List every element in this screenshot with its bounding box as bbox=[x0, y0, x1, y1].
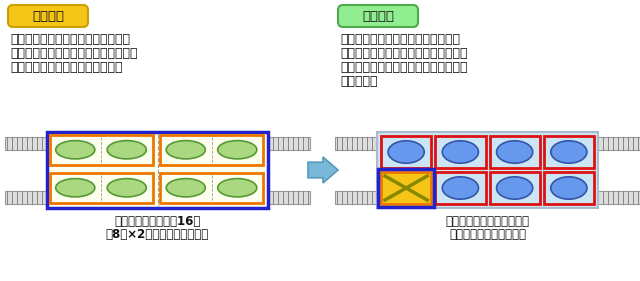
Text: すればよい: すればよい bbox=[340, 75, 378, 88]
Bar bbox=[490, 172, 540, 204]
Bar bbox=[49, 173, 152, 203]
Text: 現行車両: 現行車両 bbox=[32, 10, 64, 22]
Text: 砂石のみを作業後に交換: 砂石のみを作業後に交換 bbox=[449, 228, 526, 241]
Bar bbox=[266, 191, 310, 204]
FancyBboxPatch shape bbox=[8, 5, 88, 27]
Text: ことで、作業後に必要な砂石のみ交換: ことで、作業後に必要な砂石のみ交換 bbox=[340, 61, 467, 74]
Text: レール内方用砂石は、個別に停止す: レール内方用砂石は、個別に停止す bbox=[10, 33, 130, 46]
Bar bbox=[435, 136, 486, 168]
Bar bbox=[378, 169, 435, 207]
Ellipse shape bbox=[442, 177, 479, 199]
Bar bbox=[544, 136, 594, 168]
Ellipse shape bbox=[551, 141, 587, 163]
Bar bbox=[490, 136, 540, 168]
Bar bbox=[596, 137, 640, 150]
Bar bbox=[49, 135, 152, 165]
Text: ることができないため、作業前に全て: ることができないため、作業前に全て bbox=[10, 47, 138, 60]
Ellipse shape bbox=[218, 140, 257, 159]
Ellipse shape bbox=[497, 141, 532, 163]
Ellipse shape bbox=[107, 179, 147, 197]
Ellipse shape bbox=[218, 179, 257, 197]
Bar bbox=[544, 172, 594, 204]
FancyBboxPatch shape bbox=[338, 5, 418, 27]
Bar bbox=[381, 136, 431, 168]
Bar bbox=[266, 137, 310, 150]
Ellipse shape bbox=[107, 140, 147, 159]
Polygon shape bbox=[308, 157, 338, 183]
Text: 知し個別に停止できる機能を搭載する: 知し個別に停止できる機能を搭載する bbox=[340, 47, 467, 60]
Bar bbox=[5, 137, 49, 150]
Ellipse shape bbox=[56, 140, 95, 159]
Bar bbox=[596, 191, 640, 204]
Text: 作業中に交換限度に達した: 作業中に交換限度に達した bbox=[445, 215, 529, 228]
Bar bbox=[381, 172, 431, 204]
Ellipse shape bbox=[551, 177, 587, 199]
Ellipse shape bbox=[388, 141, 424, 163]
Ellipse shape bbox=[56, 179, 95, 197]
Bar bbox=[5, 191, 49, 204]
Bar bbox=[435, 172, 486, 204]
Bar bbox=[160, 135, 263, 165]
Ellipse shape bbox=[166, 179, 205, 197]
Bar bbox=[335, 191, 379, 204]
Ellipse shape bbox=[166, 140, 205, 159]
Bar bbox=[47, 132, 268, 208]
Text: レール内方用の砂石16個: レール内方用の砂石16個 bbox=[115, 215, 201, 228]
Bar bbox=[335, 137, 379, 150]
Text: 新型車両: 新型車両 bbox=[362, 10, 394, 22]
Bar bbox=[377, 132, 598, 208]
Bar bbox=[160, 173, 263, 203]
Text: （8個×2両）を作業前に交換: （8個×2両）を作業前に交換 bbox=[106, 228, 209, 241]
Ellipse shape bbox=[497, 177, 532, 199]
Text: 新品の砂石に交換する必要がある: 新品の砂石に交換する必要がある bbox=[10, 61, 122, 74]
Text: 作業中に交換限度に達した砂石を検: 作業中に交換限度に達した砂石を検 bbox=[340, 33, 460, 46]
Ellipse shape bbox=[442, 141, 479, 163]
